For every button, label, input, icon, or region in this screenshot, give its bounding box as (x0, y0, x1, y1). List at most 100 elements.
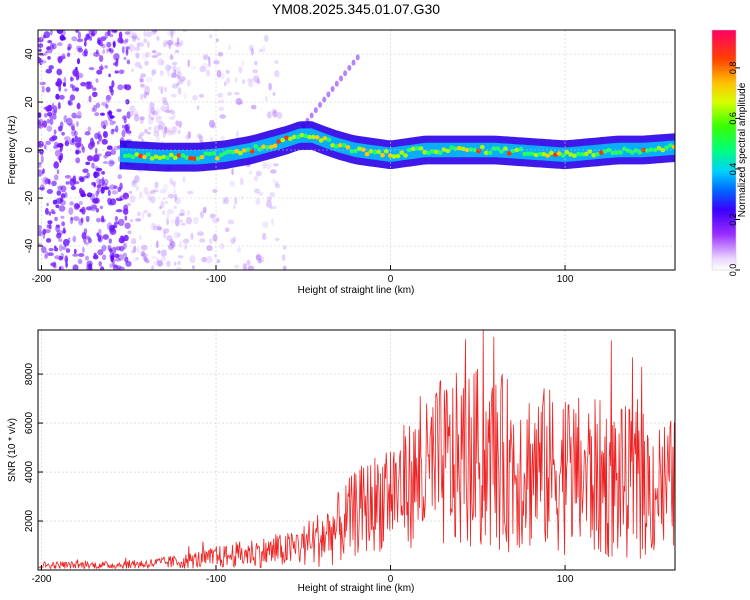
noise-blob (74, 71, 78, 77)
noise-blob (58, 125, 63, 132)
spectrogram-x-tick-label: -200 (31, 274, 51, 285)
signal-peak-blob (533, 152, 539, 158)
noise-blob (150, 107, 156, 115)
noise-blob (167, 208, 174, 215)
noise-blob (63, 115, 68, 123)
noise-blob (87, 237, 92, 244)
noise-blob (205, 69, 211, 77)
noise-blob (124, 256, 129, 263)
noise-blob (174, 218, 180, 227)
noise-blob (135, 52, 140, 59)
noise-blob (102, 234, 110, 240)
noise-blob (81, 143, 84, 152)
noise-blob (78, 253, 85, 257)
noise-blob (114, 253, 120, 259)
noise-blob (158, 121, 165, 130)
noise-blob (226, 77, 231, 84)
noise-blob (160, 105, 167, 112)
noise-blob (109, 33, 114, 38)
noise-blob (116, 197, 123, 202)
noise-blob (62, 221, 66, 227)
noise-blob (101, 171, 105, 175)
noise-blob (131, 32, 138, 39)
colorbar-tick-label: 0.0 (728, 264, 738, 277)
signal-peak-blob (272, 143, 278, 148)
signal-peak-blob (387, 153, 393, 158)
noise-blob (157, 260, 163, 267)
noise-blob (153, 125, 160, 133)
chirp-blob (338, 75, 343, 82)
signal-peak-blob (391, 154, 397, 159)
noise-blob (246, 259, 251, 266)
signal-peak-blob (545, 153, 550, 158)
noise-blob (161, 59, 165, 66)
signal-peak-blob (479, 144, 485, 150)
noise-blob (63, 76, 67, 84)
noise-blob (217, 52, 224, 57)
snr-frame (37, 329, 676, 571)
noise-blob (117, 186, 122, 193)
noise-blob (132, 245, 137, 253)
noise-blob (258, 191, 264, 196)
noise-blob (170, 93, 177, 98)
noise-blob (274, 181, 279, 186)
noise-blob (123, 84, 127, 90)
noise-blob (56, 232, 62, 239)
noise-blob (154, 181, 159, 189)
signal-peak-blob (184, 155, 190, 160)
noise-blob (242, 263, 247, 270)
noise-blob (93, 197, 100, 204)
noise-blob (98, 65, 104, 71)
noise-blob (170, 180, 177, 185)
noise-blob (122, 192, 129, 200)
noise-blob (57, 77, 61, 83)
noise-blob (75, 115, 82, 119)
noise-blob (118, 69, 125, 75)
noise-blob (100, 186, 105, 194)
signal-peak-blob (445, 148, 451, 154)
noise-blob (206, 245, 213, 252)
noise-blob (162, 132, 166, 138)
noise-blob (75, 157, 81, 164)
noise-blob (106, 41, 112, 48)
noise-blob (163, 39, 168, 45)
noise-blob (45, 49, 53, 54)
noise-blob (166, 217, 170, 226)
signal-peak-blob (422, 150, 428, 155)
signal-peak-blob (345, 145, 351, 150)
noise-blob (70, 216, 74, 221)
noise-blob (65, 256, 69, 263)
noise-blob (250, 104, 257, 110)
noise-blob (121, 129, 126, 138)
noise-blob (55, 224, 61, 228)
snr-gridlines (38, 330, 675, 570)
noise-blob (172, 65, 177, 72)
noise-blob (248, 80, 254, 88)
noise-blob (180, 222, 186, 226)
noise-blob (139, 93, 144, 101)
noise-blob (83, 41, 87, 47)
noise-blob (60, 193, 66, 199)
noise-blob (155, 116, 162, 124)
noise-blob (46, 125, 53, 132)
noise-blob (134, 46, 141, 52)
noise-blob (171, 40, 176, 46)
noise-blob (175, 120, 179, 127)
noise-blob (185, 134, 190, 140)
noise-blob (88, 95, 92, 103)
noise-blob (177, 79, 184, 85)
noise-blob (95, 167, 103, 172)
noise-blob (222, 197, 226, 205)
noise-blob (45, 238, 52, 243)
spectrogram-x-label: Height of straight line (km) (298, 285, 415, 296)
noise-blob (234, 196, 237, 205)
noise-blob (143, 38, 148, 44)
signal-peak-blob (230, 149, 236, 155)
noise-blob (58, 238, 63, 242)
noise-blob (60, 30, 66, 36)
signal-peak-blob (188, 156, 193, 161)
noise-blob (182, 238, 190, 244)
signal-peak-blob (307, 134, 312, 140)
noise-blob (108, 110, 112, 117)
noise-blob (165, 64, 171, 72)
